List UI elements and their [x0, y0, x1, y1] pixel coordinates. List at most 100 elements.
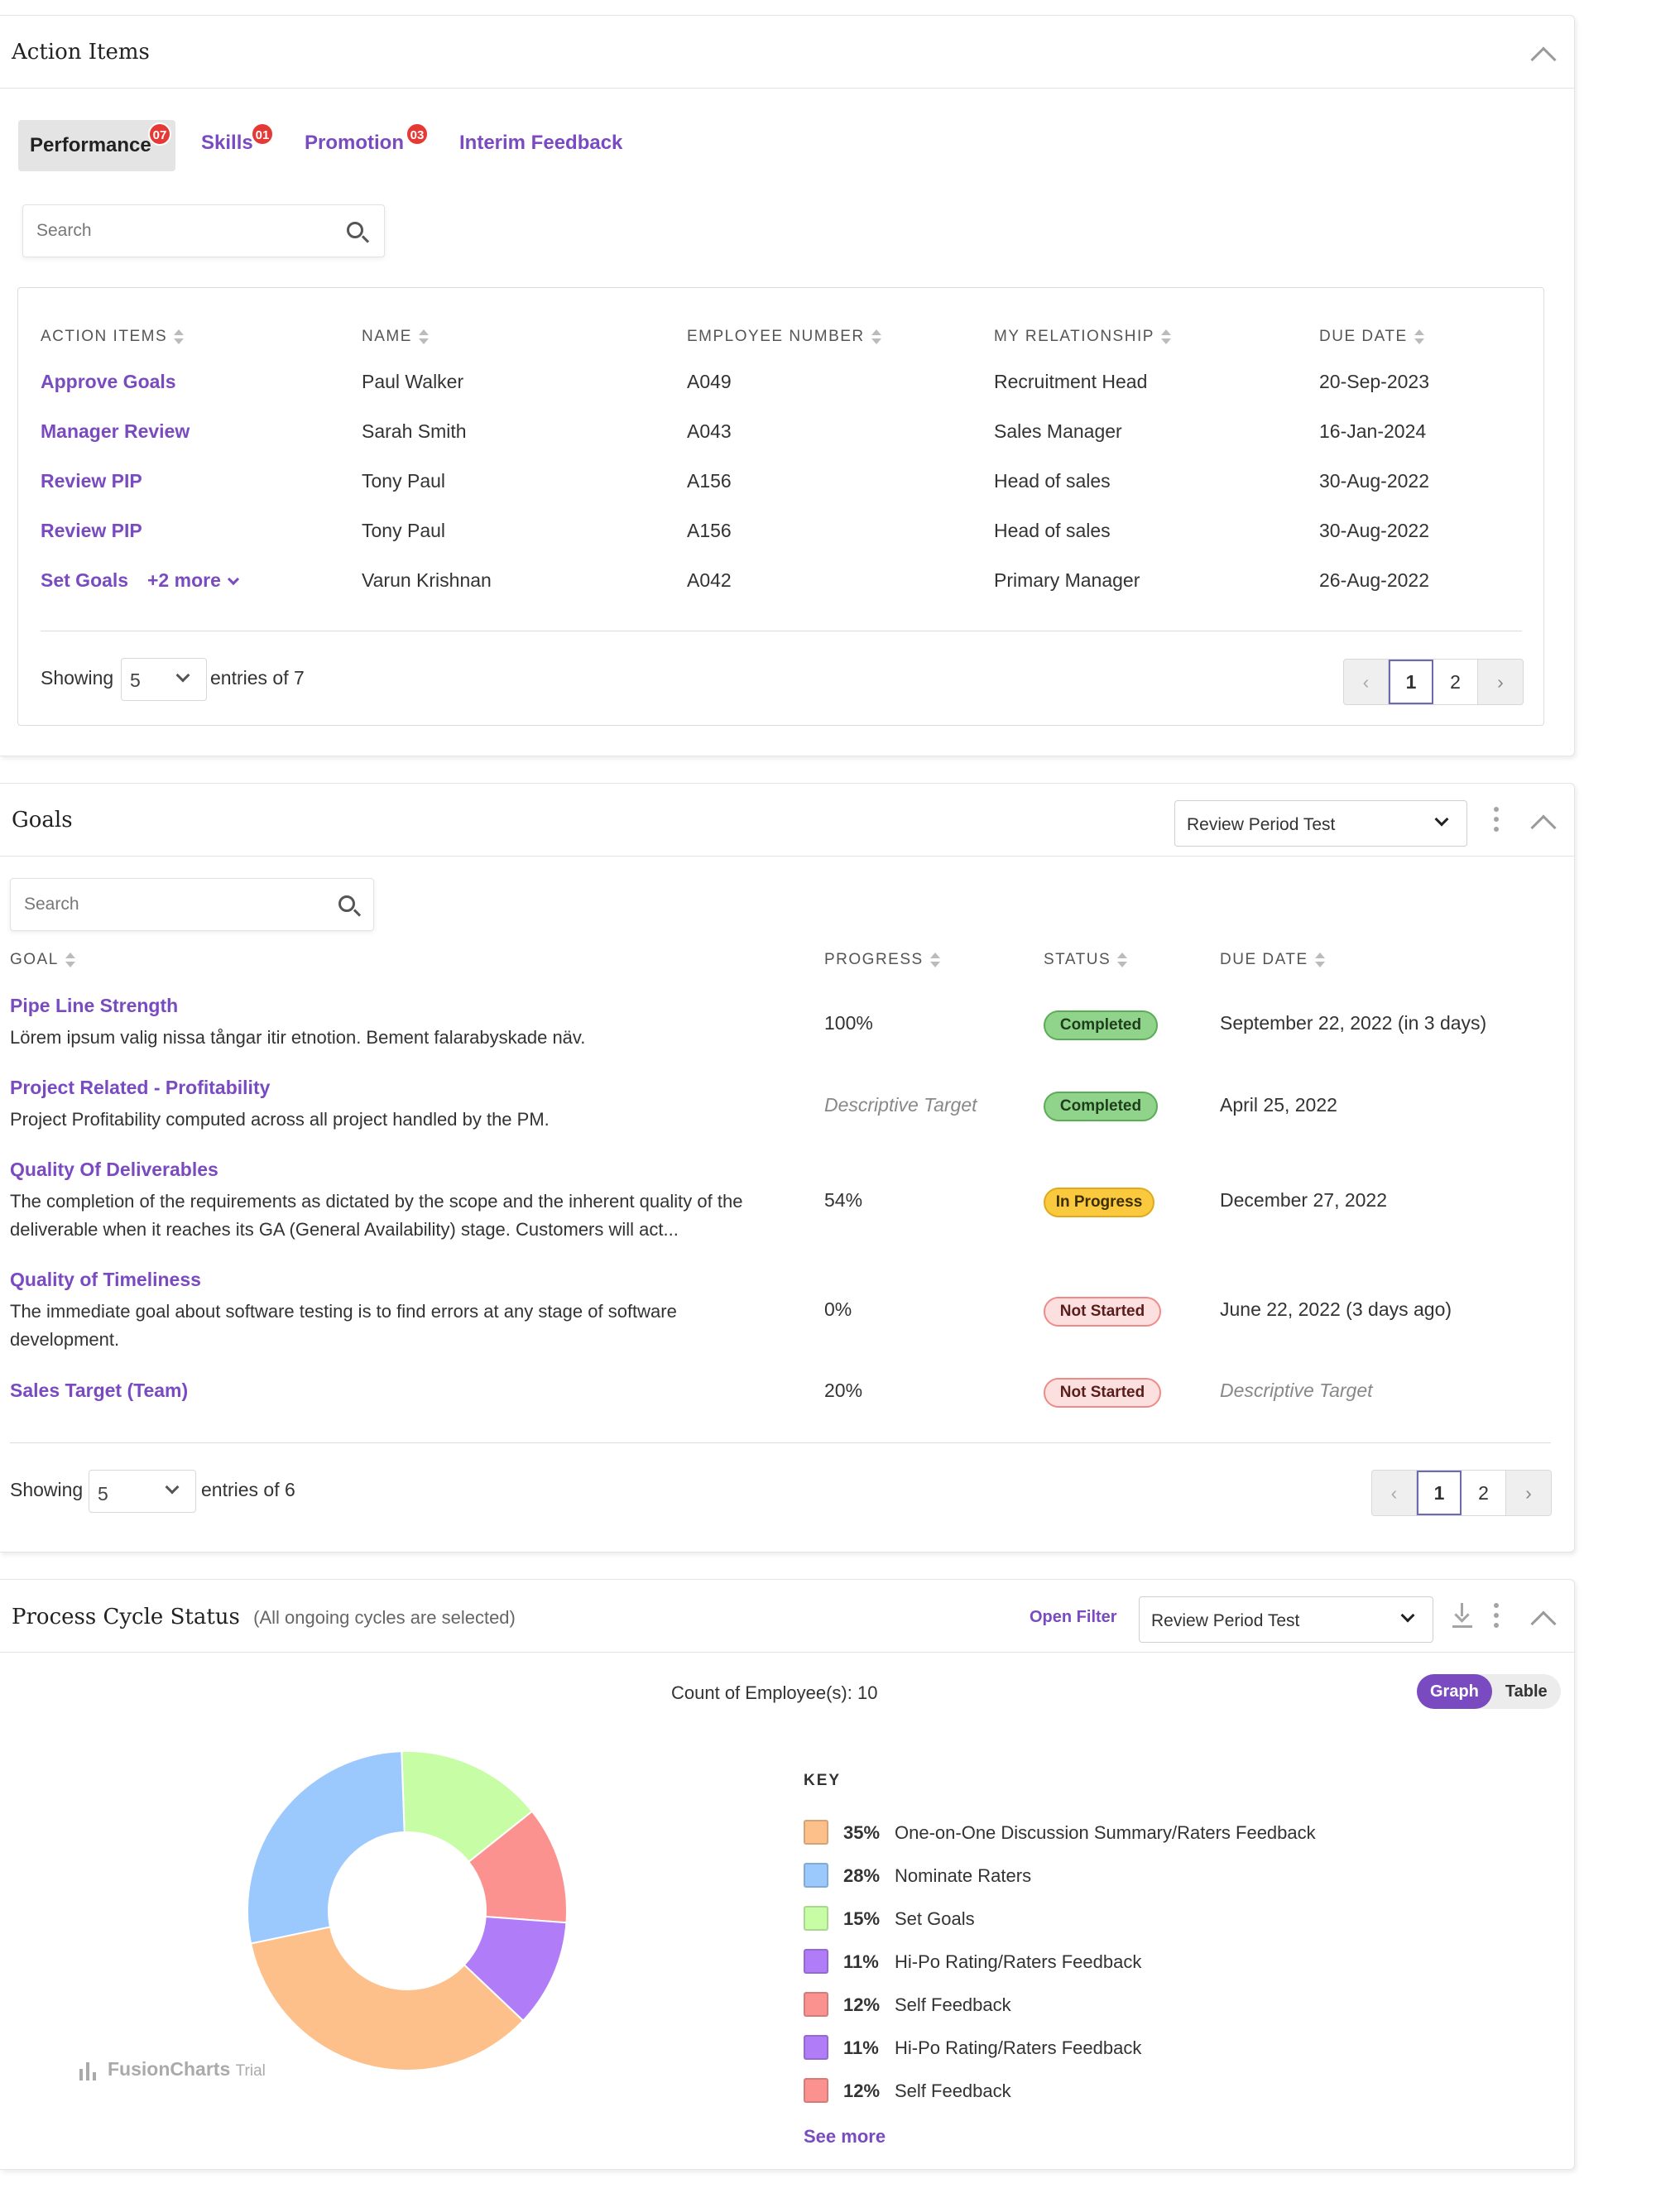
- entries-count-label: entries of 7: [210, 667, 305, 689]
- goal-title-link[interactable]: Quality of Timeliness: [10, 1269, 201, 1290]
- donut-slice[interactable]: [401, 1750, 534, 1864]
- sort-icon: [65, 952, 75, 967]
- graph-view-button[interactable]: Graph: [1417, 1674, 1492, 1709]
- chevron-down-icon: [165, 1480, 180, 1495]
- column-header-due-date[interactable]: DUE DATE: [1319, 328, 1424, 346]
- table-view-button[interactable]: Table: [1505, 1682, 1548, 1701]
- column-header-status[interactable]: STATUS: [1044, 951, 1128, 969]
- action-items-table: ACTION ITEMS NAME EMPLOYEE NUMBER MY REL…: [17, 287, 1544, 726]
- legend-percent: 12%: [843, 1994, 881, 2015]
- legend-label: Set Goals: [895, 1908, 975, 1929]
- goal-title-link[interactable]: Sales Target (Team): [10, 1380, 189, 1401]
- search-input[interactable]: [36, 205, 334, 257]
- legend-label: Nominate Raters: [895, 1865, 1032, 1886]
- fusioncharts-logo-icon: [79, 2061, 99, 2080]
- goal-title-link[interactable]: Pipe Line Strength: [10, 995, 179, 1016]
- download-icon[interactable]: [1452, 1603, 1472, 1628]
- legend-item[interactable]: 15% Set Goals: [804, 1906, 1466, 1932]
- open-filter-link[interactable]: Open Filter: [1030, 1608, 1117, 1626]
- column-header-my-relationship[interactable]: MY RELATIONSHIP: [994, 328, 1171, 346]
- legend-item[interactable]: 11% Hi-Po Rating/Raters Feedback: [804, 2035, 1466, 2061]
- legend-swatch: [804, 1992, 828, 2017]
- legend-item[interactable]: 12% Self Feedback: [804, 1992, 1466, 2018]
- legend-item[interactable]: 35% One-on-One Discussion Summary/Raters …: [804, 1820, 1466, 1846]
- table-divider: [10, 1442, 1551, 1443]
- search-icon[interactable]: [338, 895, 355, 912]
- page-2-button[interactable]: 2: [1462, 1471, 1506, 1515]
- action-items-card: Action Items Performance 07 Skills 01 Pr…: [0, 15, 1575, 756]
- goal-due-date: June 22, 2022 (3 days ago): [1220, 1298, 1452, 1320]
- relationship: Sales Manager: [994, 420, 1122, 442]
- goal-title-link[interactable]: Quality Of Deliverables: [10, 1159, 218, 1180]
- employee-name: Tony Paul: [362, 470, 446, 492]
- collapse-chevron-up-icon[interactable]: [1530, 46, 1557, 73]
- search-input[interactable]: [24, 879, 322, 930]
- sort-icon: [871, 329, 881, 344]
- more-options-icon[interactable]: [1494, 1603, 1499, 1633]
- prev-page-button[interactable]: ‹: [1344, 660, 1389, 704]
- employee-number: A043: [687, 420, 732, 442]
- action-link[interactable]: Manager Review: [41, 420, 190, 442]
- next-page-button[interactable]: ›: [1506, 1471, 1551, 1515]
- goal-description: Project Profitability computed across al…: [10, 1109, 550, 1130]
- donut-slice[interactable]: [249, 1926, 525, 2071]
- legend-key-title: KEY: [804, 1772, 842, 1789]
- goal-progress: 0%: [824, 1298, 852, 1320]
- page-2-button[interactable]: 2: [1433, 660, 1478, 704]
- goal-due-date: September 22, 2022 (in 3 days): [1220, 1012, 1487, 1034]
- review-period-select[interactable]: Review Period Test: [1139, 1596, 1433, 1643]
- page-size-select[interactable]: 5: [121, 658, 207, 701]
- column-header-goal[interactable]: GOAL: [10, 951, 75, 969]
- goal-progress: Descriptive Target: [824, 1094, 977, 1116]
- column-header-name[interactable]: NAME: [362, 328, 429, 346]
- page-1-button[interactable]: 1: [1389, 660, 1433, 704]
- legend-swatch: [804, 2035, 828, 2060]
- employee-name: Paul Walker: [362, 371, 464, 392]
- goal-progress: 100%: [824, 1012, 873, 1034]
- collapse-chevron-up-icon[interactable]: [1530, 1610, 1557, 1637]
- tab-promotion[interactable]: Promotion: [305, 132, 404, 155]
- legend-item[interactable]: 28% Nominate Raters: [804, 1863, 1466, 1889]
- tab-skills[interactable]: Skills: [201, 132, 253, 155]
- goal-title-link[interactable]: Project Related - Profitability: [10, 1077, 271, 1098]
- prev-page-button[interactable]: ‹: [1372, 1471, 1417, 1515]
- review-period-select[interactable]: Review Period Test: [1174, 800, 1467, 847]
- action-link[interactable]: Set Goals: [41, 569, 129, 591]
- showing-label: Showing: [41, 667, 114, 689]
- column-header-employee-number[interactable]: EMPLOYEE NUMBER: [687, 328, 881, 346]
- legend-percent: 11%: [843, 1951, 879, 1972]
- goal-description: Lörem ipsum valig nissa tångar itir etno…: [10, 1027, 586, 1048]
- status-badge: Not Started: [1044, 1378, 1161, 1408]
- action-link[interactable]: Review PIP: [41, 520, 142, 541]
- donut-slice[interactable]: [247, 1750, 406, 1945]
- see-more-link[interactable]: See more: [804, 2126, 886, 2147]
- entries-count-label: entries of 6: [201, 1479, 295, 1500]
- page-1-button[interactable]: 1: [1417, 1471, 1462, 1515]
- tab-interim-feedback[interactable]: Interim Feedback: [459, 132, 622, 155]
- action-link[interactable]: Review PIP: [41, 470, 142, 492]
- column-header-action-items[interactable]: ACTION ITEMS: [41, 328, 185, 346]
- showing-label: Showing: [10, 1479, 84, 1500]
- action-link[interactable]: Approve Goals: [41, 371, 176, 392]
- sort-icon: [929, 952, 940, 967]
- pagination: ‹ 1 2 ›: [1371, 1470, 1552, 1516]
- column-header-due-date[interactable]: DUE DATE: [1220, 951, 1325, 969]
- legend-percent: 15%: [843, 1908, 881, 1929]
- search-icon[interactable]: [347, 222, 363, 238]
- sort-icon: [174, 329, 185, 344]
- page-size-select[interactable]: 5: [89, 1470, 196, 1513]
- due-date: 30-Aug-2022: [1319, 520, 1429, 541]
- next-page-button[interactable]: ›: [1478, 660, 1523, 704]
- more-actions-toggle[interactable]: +2 more: [147, 569, 239, 592]
- more-options-icon[interactable]: [1494, 807, 1499, 837]
- legend-label: Hi-Po Rating/Raters Feedback: [895, 2037, 1142, 2058]
- column-header-progress[interactable]: PROGRESS: [824, 951, 940, 969]
- action-items-search: [22, 204, 385, 257]
- legend-swatch: [804, 1906, 828, 1931]
- goal-due-date: Descriptive Target: [1220, 1380, 1373, 1401]
- collapse-chevron-up-icon[interactable]: [1530, 814, 1557, 841]
- action-items-title: Action Items: [12, 40, 150, 65]
- chevron-down-icon: [227, 573, 239, 586]
- legend-item[interactable]: 11% Hi-Po Rating/Raters Feedback: [804, 1949, 1466, 1975]
- legend-item[interactable]: 12% Self Feedback: [804, 2078, 1466, 2104]
